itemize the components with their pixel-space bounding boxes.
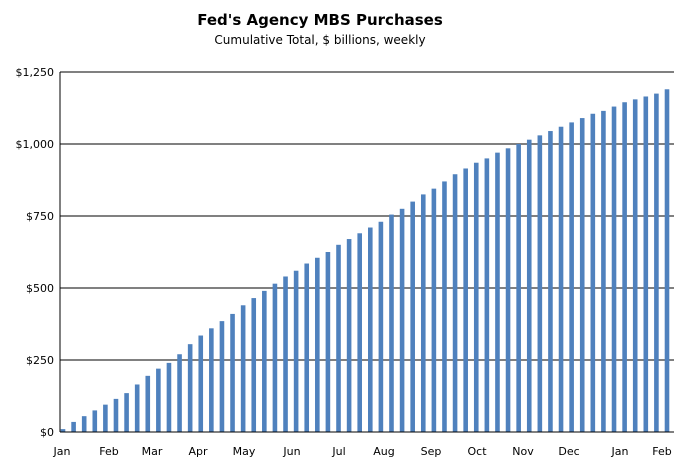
bar bbox=[198, 335, 204, 432]
bar bbox=[431, 188, 437, 432]
bar bbox=[473, 162, 479, 432]
bar bbox=[272, 283, 278, 432]
bar bbox=[452, 174, 458, 433]
bar bbox=[124, 393, 129, 432]
bar bbox=[463, 168, 468, 433]
bar bbox=[664, 89, 670, 432]
bar bbox=[283, 276, 288, 432]
bar bbox=[251, 298, 257, 432]
bar bbox=[601, 110, 606, 432]
bar bbox=[134, 384, 140, 432]
bar bbox=[293, 270, 299, 432]
bar bbox=[399, 208, 405, 432]
bar bbox=[325, 252, 331, 432]
bar bbox=[336, 244, 341, 432]
bar bbox=[558, 126, 564, 432]
bar bbox=[643, 96, 649, 432]
bar bbox=[368, 227, 373, 432]
bar bbox=[389, 214, 394, 432]
bar bbox=[346, 239, 352, 432]
x-tick-label: Aug bbox=[373, 445, 394, 458]
x-tick-label: Nov bbox=[512, 445, 534, 458]
bar bbox=[526, 139, 532, 432]
bar bbox=[569, 122, 574, 433]
x-tick-label: Sep bbox=[421, 445, 442, 458]
bar bbox=[410, 201, 415, 432]
bar bbox=[187, 344, 193, 432]
x-tick-label: Feb bbox=[652, 445, 671, 458]
x-tick-label: Mar bbox=[142, 445, 163, 458]
x-tick-label: May bbox=[233, 445, 256, 458]
bar bbox=[145, 375, 151, 432]
bar bbox=[60, 429, 66, 432]
bar bbox=[611, 106, 617, 432]
y-axis-tick-labels: $0 $250 $500 $750 $1,000 $1,250 bbox=[16, 66, 55, 439]
bar bbox=[516, 144, 521, 432]
y-tick-label: $750 bbox=[26, 210, 54, 223]
bar bbox=[537, 135, 543, 433]
bar bbox=[654, 93, 659, 432]
bar bbox=[420, 194, 426, 432]
bar bbox=[92, 410, 98, 432]
bar bbox=[304, 263, 310, 432]
y-tick-label: $250 bbox=[26, 354, 54, 367]
bar bbox=[209, 328, 214, 432]
bar bbox=[113, 398, 119, 432]
bar bbox=[262, 290, 267, 432]
bar bbox=[166, 362, 172, 432]
bar bbox=[548, 131, 553, 433]
bar bbox=[177, 354, 182, 432]
x-tick-label: Jan bbox=[611, 445, 629, 458]
y-tick-label: $500 bbox=[26, 282, 54, 295]
bar bbox=[71, 421, 76, 432]
axes bbox=[59, 72, 674, 433]
bar bbox=[484, 158, 490, 432]
bar bbox=[156, 368, 161, 432]
bar bbox=[315, 257, 320, 432]
bar bbox=[357, 233, 362, 432]
bar bbox=[442, 181, 447, 432]
chart-subtitle: Cumulative Total, $ billions, weekly bbox=[214, 33, 425, 47]
bar bbox=[378, 221, 384, 432]
x-tick-label: Apr bbox=[188, 445, 208, 458]
y-tick-label: $0 bbox=[40, 426, 54, 439]
x-tick-label: Jun bbox=[282, 445, 300, 458]
bar bbox=[230, 313, 235, 432]
bar bbox=[632, 99, 638, 433]
y-tick-label: $1,000 bbox=[16, 138, 55, 151]
x-tick-label: Oct bbox=[467, 445, 487, 458]
chart-title: Fed's Agency MBS Purchases bbox=[197, 11, 443, 29]
bar-series bbox=[60, 89, 670, 433]
bar bbox=[103, 404, 108, 432]
x-tick-label: Jul bbox=[331, 445, 345, 458]
bar bbox=[240, 305, 246, 432]
bar bbox=[81, 416, 87, 432]
bar bbox=[622, 102, 627, 433]
bar bbox=[495, 152, 500, 432]
x-tick-label: Dec bbox=[558, 445, 579, 458]
bar bbox=[219, 321, 225, 432]
bar bbox=[579, 118, 585, 432]
bar bbox=[505, 148, 511, 432]
x-tick-label: Feb bbox=[99, 445, 118, 458]
bar bbox=[590, 113, 596, 432]
y-tick-label: $1,250 bbox=[16, 66, 55, 79]
x-axis-tick-labels: Jan Feb Mar Apr May Jun Jul Aug Sep Oct Nov Dec Jan F… bbox=[53, 445, 672, 458]
x-tick-label: Jan bbox=[53, 445, 71, 458]
